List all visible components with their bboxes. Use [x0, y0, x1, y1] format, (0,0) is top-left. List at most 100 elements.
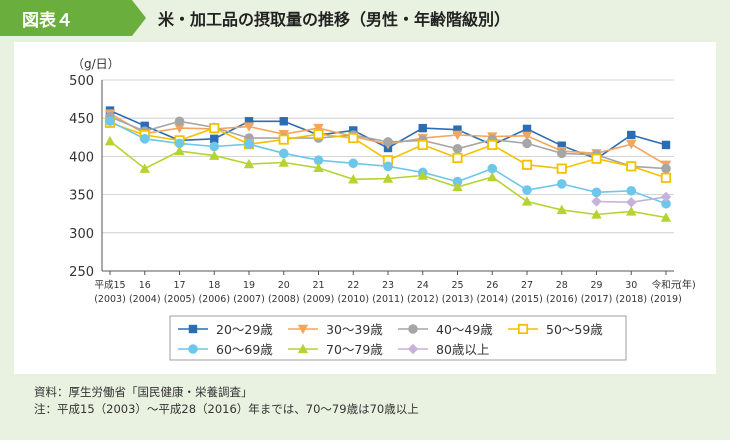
x-tick-label: 28: [556, 280, 568, 291]
data-point-s1: [244, 117, 254, 126]
data-point-s7: [626, 197, 637, 208]
legend-label: 60〜69歳: [216, 342, 273, 357]
data-point-s4: [521, 159, 533, 170]
data-point-s2: [626, 139, 637, 150]
data-point-s4: [626, 161, 637, 172]
data-point-s5: [105, 116, 115, 127]
x-tick-label-year: (2014): [476, 294, 508, 305]
data-point-s1: [522, 124, 532, 134]
data-point-s4: [417, 139, 428, 151]
data-point-s4: [591, 153, 602, 164]
data-point-s6: [556, 204, 567, 215]
data-point-s4: [348, 132, 359, 144]
x-tick-label: 22: [347, 280, 359, 291]
x-tick-label-year: (2005): [164, 294, 196, 305]
x-axis-label: (年): [678, 278, 696, 291]
y-tick-label: 500: [69, 74, 94, 89]
data-point-s3: [556, 148, 567, 159]
data-point-s6: [348, 174, 359, 184]
data-point-s6: [139, 163, 150, 173]
data-point-s5: [452, 176, 463, 187]
x-tick-label: 21: [312, 280, 324, 291]
figure-title: 米・加工品の摂取量の推移（男性・年齢階級別）: [158, 10, 511, 29]
x-tick-label-year: (2011): [372, 294, 404, 305]
data-point-s6: [243, 158, 255, 169]
data-point-s3: [522, 138, 532, 149]
data-point-s5: [244, 139, 254, 149]
data-point-s5: [591, 187, 602, 198]
data-point-s4: [452, 152, 463, 164]
data-point-s2: [313, 123, 324, 134]
data-point-s6: [452, 181, 463, 192]
data-point-s1: [661, 140, 671, 150]
data-point-s4: [278, 134, 289, 145]
y-tick-label: 400: [69, 150, 94, 165]
data-point-s6: [313, 162, 324, 173]
data-point-s6: [209, 150, 220, 160]
x-tick-label: 平成15: [94, 279, 125, 291]
footnote: 注：平成15（2003）〜平成28（2016）年までは、70〜79歳は70歳以上: [34, 402, 419, 416]
x-tick-label: 25: [451, 280, 463, 291]
x-tick-label-year: (2016): [546, 294, 578, 305]
x-tick-label-year: (2008): [268, 294, 300, 305]
data-point-s3: [174, 116, 185, 127]
data-point-s5: [348, 158, 359, 169]
data-point-s4: [660, 172, 672, 183]
x-tick-label: 26: [486, 280, 498, 291]
data-point-s7: [591, 196, 602, 207]
y-tick-label: 350: [69, 189, 94, 204]
data-point-s6: [104, 135, 116, 146]
x-tick-label: 29: [590, 280, 602, 291]
x-tick-label: 16: [139, 280, 151, 291]
legend-marker: [407, 343, 419, 355]
source-note: 資料：厚生労働省「国民健康・栄養調査」: [34, 385, 253, 399]
figure-header: 図表４ 米・加工品の摂取量の推移（男性・年齢階級別）: [0, 0, 730, 36]
data-point-s6: [660, 212, 672, 222]
figure-notes: 資料：厚生労働省「国民健康・栄養調査」 注：平成15（2003）〜平成28（20…: [34, 384, 419, 418]
x-tick-label: 18: [208, 280, 220, 291]
x-tick-label-year: (2017): [581, 294, 613, 305]
x-tick-label-year: (2015): [511, 294, 543, 305]
data-point-s1: [210, 134, 219, 144]
data-point-s2: [452, 130, 463, 141]
data-point-s1: [418, 123, 427, 133]
x-tick-label-year: (2018): [615, 294, 647, 305]
data-point-s5: [626, 185, 637, 196]
data-point-s3: [383, 137, 393, 147]
legend-label: 70〜79歳: [326, 342, 383, 357]
data-point-s6: [521, 196, 533, 206]
y-tick-label: 450: [69, 112, 94, 127]
x-tick-label-year: (2010): [337, 294, 369, 305]
data-point-s6: [626, 206, 637, 216]
data-point-s6: [278, 157, 289, 167]
data-point-s6: [417, 170, 428, 180]
x-tick-label: 27: [521, 280, 533, 291]
x-tick-label: 令和元: [652, 279, 681, 291]
x-tick-label-year: (2009): [303, 294, 335, 305]
data-point-s3: [452, 143, 463, 154]
data-point-s6: [487, 171, 498, 182]
legend-label: 50〜59歳: [546, 322, 603, 337]
data-point-s5: [487, 163, 498, 174]
data-point-s4: [487, 139, 498, 151]
y-tick-label: 300: [69, 227, 94, 242]
data-point-s5: [139, 134, 150, 144]
figure-badge: 図表４: [0, 0, 146, 36]
x-tick-label-year: (2006): [198, 294, 230, 305]
data-point-s3: [661, 163, 671, 174]
legend-marker: [188, 344, 198, 354]
x-tick-label-year: (2013): [442, 294, 474, 305]
data-point-s5: [278, 148, 289, 159]
x-tick-label: 23: [382, 280, 394, 291]
x-tick-label-year: (2007): [233, 294, 265, 305]
x-tick-label: 30: [625, 280, 637, 291]
data-point-s5: [313, 155, 324, 166]
data-point-s4: [209, 123, 220, 134]
legend-label: 30〜39歳: [326, 322, 383, 337]
chart-panel: 250 300 350 400 450 500 （g/日） 平成15 (2003) 16 (2004…: [14, 42, 716, 374]
data-point-s5: [383, 161, 393, 172]
data-point-s1: [453, 125, 462, 134]
legend-box: [169, 315, 627, 361]
data-point-s1: [279, 117, 288, 126]
data-point-s6: [591, 209, 602, 219]
